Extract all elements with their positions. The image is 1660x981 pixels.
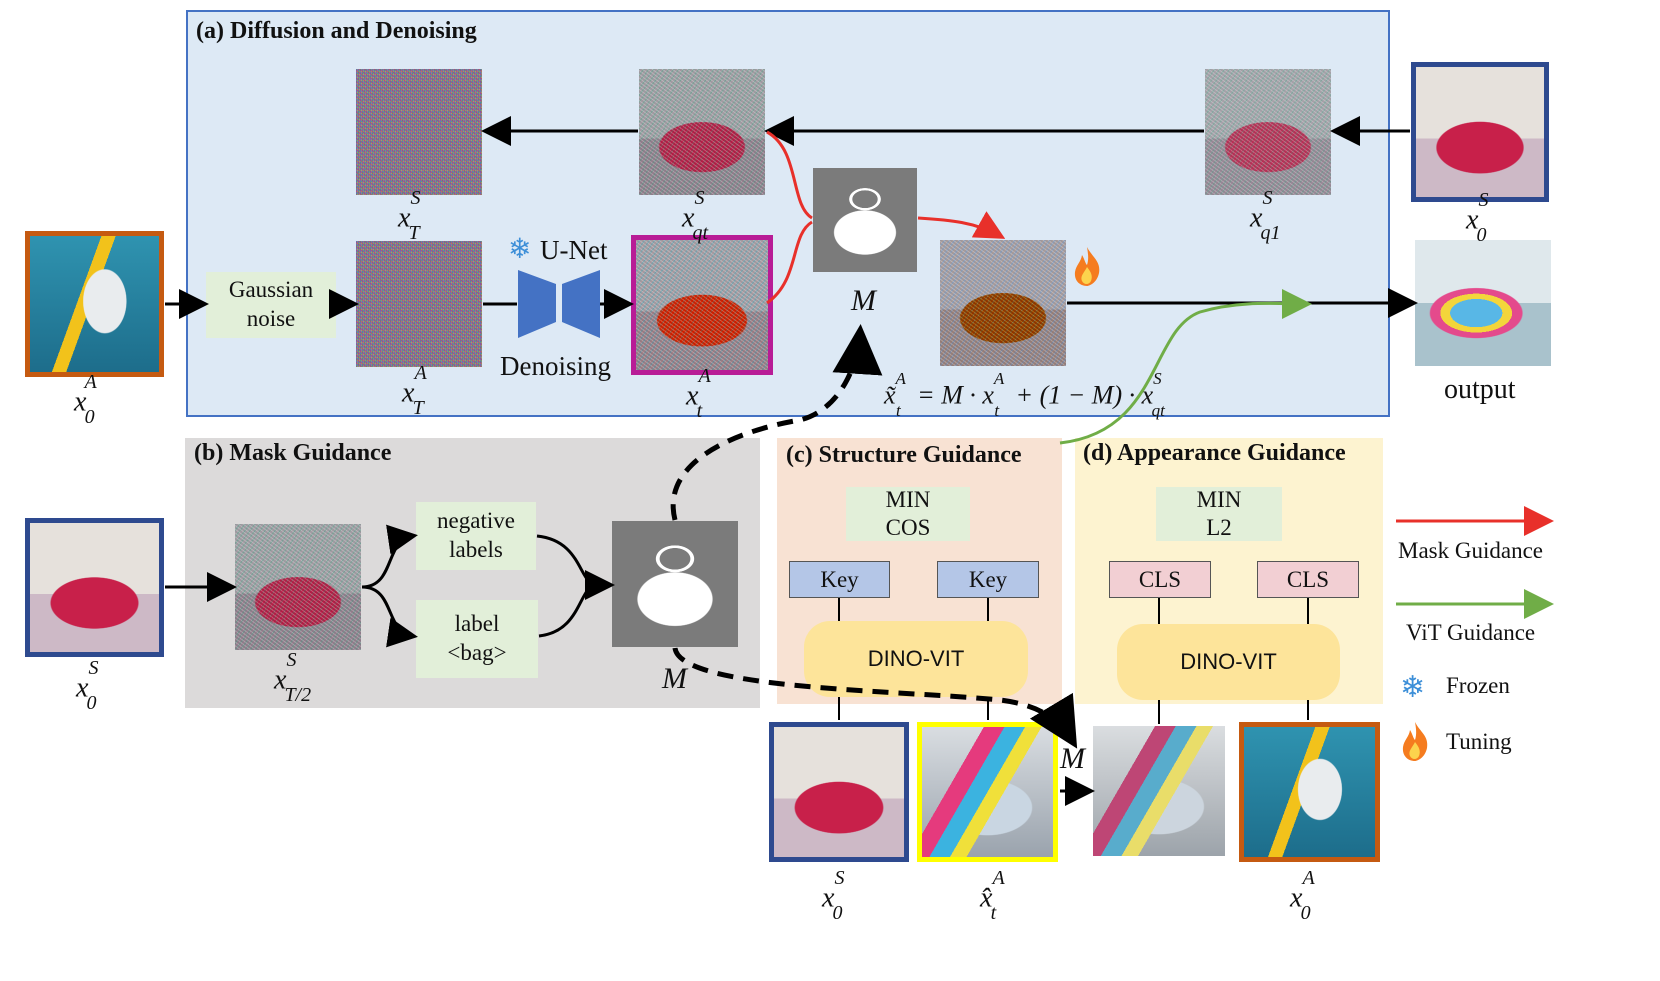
label-M-top: M <box>851 284 876 317</box>
branch-to-negative <box>361 524 418 589</box>
unet-decoder-shape <box>562 270 600 338</box>
image-mask-b <box>612 521 738 647</box>
negative-labels-label: negative labels <box>437 508 515 562</box>
label-bag-box: label <bag> <box>416 600 538 678</box>
merge-from-negative <box>536 534 592 585</box>
cls-label-right: CLS <box>1286 566 1330 592</box>
label-bag-line2: <bag> <box>447 640 507 665</box>
flame-icon-tuning <box>1070 245 1104 287</box>
flame-icon <box>1398 720 1432 762</box>
dino-vit-appearance: DINO-VIT <box>1117 624 1340 700</box>
min-l2-line1: MIN <box>1196 487 1242 513</box>
gaussian-noise-box: Gaussian noise <box>206 272 336 338</box>
label-xTA: xAT <box>402 362 427 419</box>
min-cos-line2: COS <box>885 515 931 540</box>
image-xt-hat <box>917 722 1058 862</box>
image-xqt-source <box>639 69 765 195</box>
red-curve-xqt-to-mask <box>766 130 813 220</box>
min-l2-line2: L2 <box>1206 515 1232 540</box>
output-label: output <box>1444 374 1516 405</box>
label-xT2S: xST/2 <box>274 649 312 706</box>
label-xqtS: xSqt <box>682 187 708 244</box>
panel-c-title: (c) Structure Guidance <box>786 442 1022 468</box>
image-xT2-source <box>235 524 361 650</box>
negative-labels-box: negative labels <box>416 502 536 570</box>
label-xq1S: xSq1 <box>1250 187 1281 244</box>
image-xT-appearance-noise <box>356 241 482 367</box>
merge-from-label <box>538 585 592 638</box>
label-xTS: xST <box>398 187 421 244</box>
label-x0A-left: xA0 <box>74 371 97 428</box>
min-cos-line1: MIN <box>885 487 931 513</box>
cls-box-right: CLS <box>1257 561 1359 598</box>
key-box-right: Key <box>937 561 1039 598</box>
label-x0A-bottom: xA0 <box>1290 867 1315 924</box>
label-M-b: M <box>662 662 687 695</box>
dashed-arrow-mask-to-top <box>670 324 883 521</box>
dino-vit-appearance-label: DINO-VIT <box>1180 649 1277 674</box>
label-bag-line1: label <box>454 611 500 637</box>
legend-vit-guidance: ViT Guidance <box>1406 620 1536 645</box>
red-arrow-mask-to-xtilde <box>917 211 1006 239</box>
label-xtA: xAt <box>686 365 711 422</box>
red-curve-xt-to-mask <box>766 220 813 305</box>
image-x0-appearance-left <box>25 231 164 377</box>
unet-label: U-Net <box>540 235 608 265</box>
legend-mask-guidance: Mask Guidance <box>1398 538 1543 563</box>
dashed-arrow-mask-to-bottom <box>672 647 1078 749</box>
image-xT-source-noise <box>356 69 482 195</box>
image-x0-source-top <box>1411 62 1549 202</box>
min-l2-box: MIN L2 <box>1156 487 1282 541</box>
image-masked-xt-hat <box>1093 726 1225 856</box>
image-xt-tilde <box>940 240 1066 366</box>
gaussian-noise-label: Gaussian noise <box>228 277 314 331</box>
snowflake-icon-unet: ❄ <box>508 232 532 265</box>
cls-label-left: CLS <box>1138 566 1182 592</box>
label-xtA-hat: x̂At <box>980 867 1005 924</box>
label-equation: x̃At = M · xAt + (1 − M) · xSqt <box>884 369 1165 420</box>
legend-frozen: Frozen <box>1446 673 1510 698</box>
legend-tuning: Tuning <box>1446 729 1512 754</box>
unet-encoder-shape <box>518 270 556 338</box>
green-vit-guidance-curve <box>1059 288 1312 445</box>
image-x0-source-bottom <box>769 722 909 862</box>
image-mask-top <box>813 168 917 272</box>
key-box-left: Key <box>789 561 890 598</box>
panel-b-title: (b) Mask Guidance <box>194 440 392 466</box>
label-x0S-top: xS0 <box>1466 189 1489 246</box>
snowflake-icon: ❄ <box>1400 670 1426 705</box>
image-x0-source-left <box>25 518 164 657</box>
key-label-left: Key <box>820 566 859 592</box>
label-x0S-bottom: xS0 <box>822 867 845 924</box>
image-output <box>1415 240 1551 366</box>
label-x0S-left: xS0 <box>76 657 99 714</box>
min-cos-box: MIN COS <box>846 487 970 541</box>
denoising-label: Denoising <box>500 351 611 381</box>
key-label-right: Key <box>968 566 1008 592</box>
dino-vit-structure: DINO-VIT <box>804 621 1028 697</box>
branch-to-label <box>361 585 418 648</box>
image-x0-appearance-bottom <box>1239 722 1380 862</box>
image-xq1-source <box>1205 69 1331 195</box>
panel-a-title: (a) Diffusion and Denoising <box>196 18 477 44</box>
panel-d-title: (d) Appearance Guidance <box>1083 440 1346 466</box>
dino-vit-structure-label: DINO-VIT <box>867 646 965 671</box>
cls-box-left: CLS <box>1109 561 1211 598</box>
